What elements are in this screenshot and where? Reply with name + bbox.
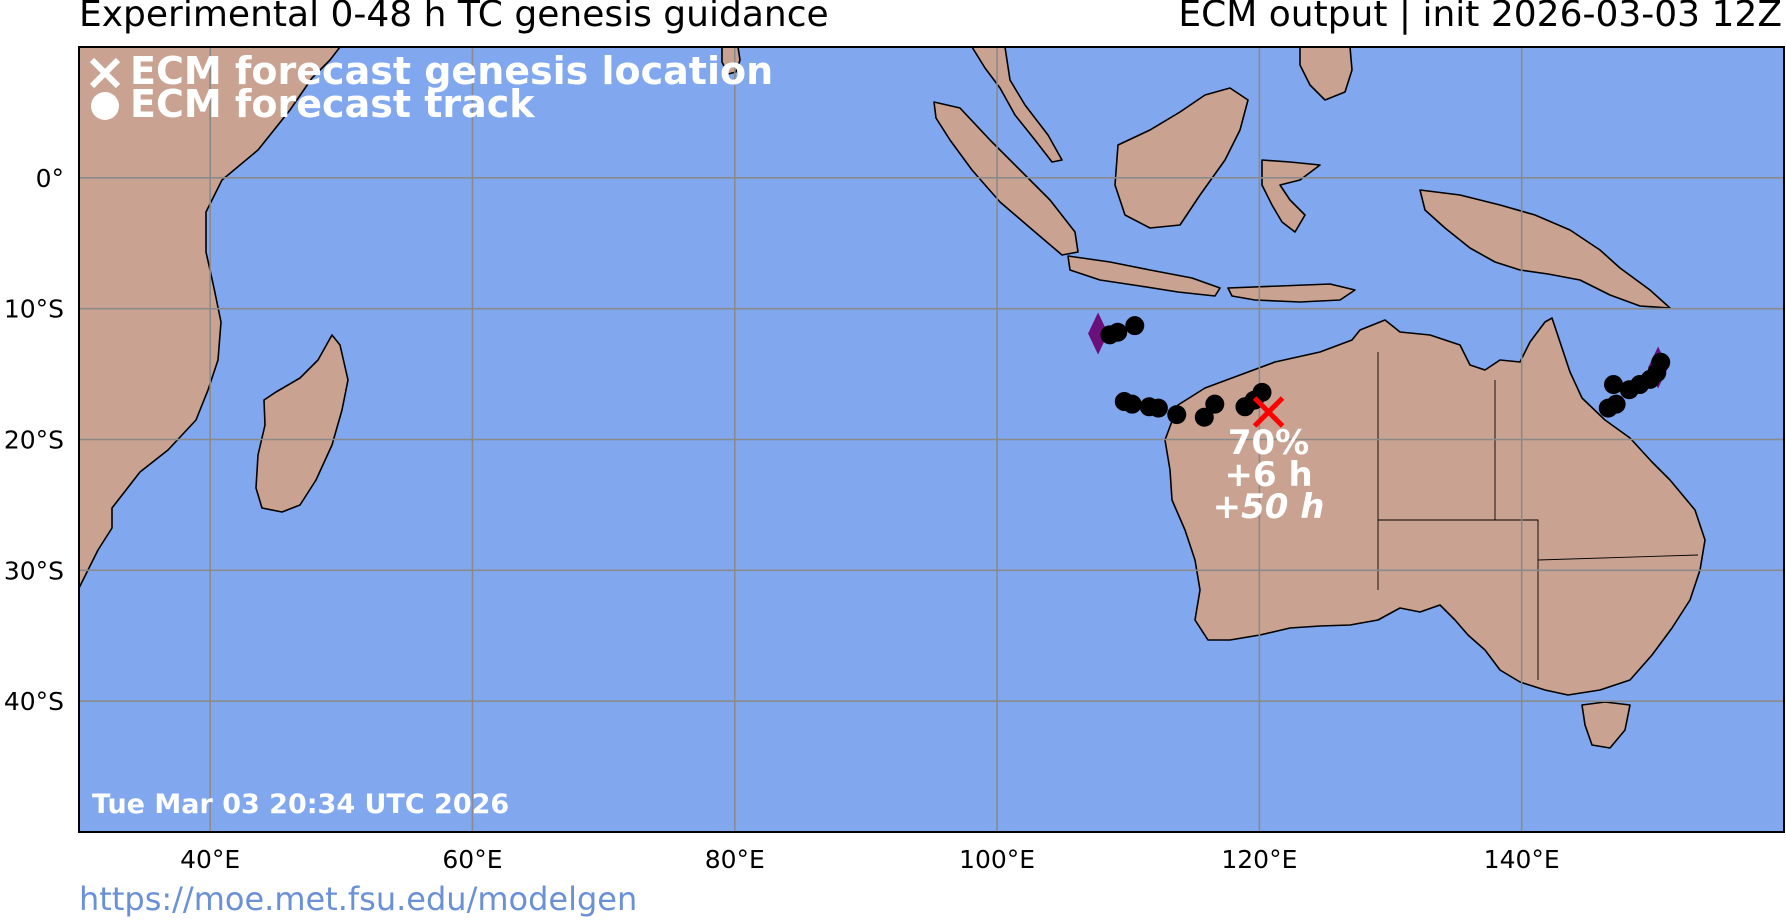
track-point [1604,375,1623,395]
australia-state-borders [1377,352,1699,680]
madagascar-island [255,334,349,513]
lat-tick-label: 10°S [4,295,64,324]
legend: ECM forecast genesis location ECM foreca… [89,49,773,126]
generation-timestamp: Tue Mar 03 20:34 UTC 2026 [92,789,509,820]
borneo-island [1114,87,1249,229]
land-layer [79,47,1706,749]
lon-tick-label: 120°E [1221,845,1297,874]
latitude-ticks: 0° 10°S 20°S 30°S 40°S [4,164,64,716]
genesis-marker [1252,396,1285,428]
lat-tick-label: 0° [36,164,64,193]
model-init-title: ECM output | init 2026-03-03 12Z [1178,0,1782,35]
legend-genesis-label: ECM forecast genesis location [130,49,773,93]
legend-track-label: ECM forecast track [130,82,535,126]
genesis-probability-label: 70% [1228,423,1309,463]
australia-continent [1164,317,1706,696]
map-frame [78,46,1785,833]
genesis-x-stroke [1252,396,1285,428]
track-point [1122,394,1142,414]
tasmania-island [1581,701,1631,749]
genesis-duration-label: +50 h [1213,487,1325,527]
lon-tick-label: 100°E [959,845,1035,874]
track-point [1125,316,1145,336]
gridlines [79,47,1784,832]
forecast-tracks [1088,312,1671,427]
lon-tick-label: 60°E [442,845,502,874]
lat-tick-label: 40°S [4,687,64,716]
source-url-link[interactable]: https://moe.met.fsu.edu/modelgen [79,880,638,918]
longitude-ticks: 40°E 60°E 80°E 100°E 120°E 140°E [180,845,1560,874]
map-title: Experimental 0-48 h TC genesis guidance [79,0,829,35]
java-island [1067,255,1221,297]
track-dot-icon [91,92,119,120]
track-point [1108,322,1128,342]
track-point [1606,394,1626,414]
lon-tick-label: 40°E [180,845,240,874]
track-start-diamond [1088,312,1109,355]
lon-tick-label: 80°E [705,845,765,874]
track-point [1651,352,1671,372]
genesis-x-icon [89,57,121,89]
lon-tick-label: 140°E [1484,845,1560,874]
lat-tick-label: 30°S [4,556,64,585]
genesis-lead-time-label: +6 h [1224,455,1312,495]
track-point [1205,394,1225,414]
track-point [1194,407,1214,427]
lesser-sunda-islands [1227,283,1356,303]
track-point [1252,382,1272,402]
track-point [1167,405,1187,425]
philippines-islands [1299,47,1353,101]
lat-tick-label: 20°S [4,426,64,455]
track-point [1148,398,1168,418]
new-guinea-island [1419,189,1671,309]
